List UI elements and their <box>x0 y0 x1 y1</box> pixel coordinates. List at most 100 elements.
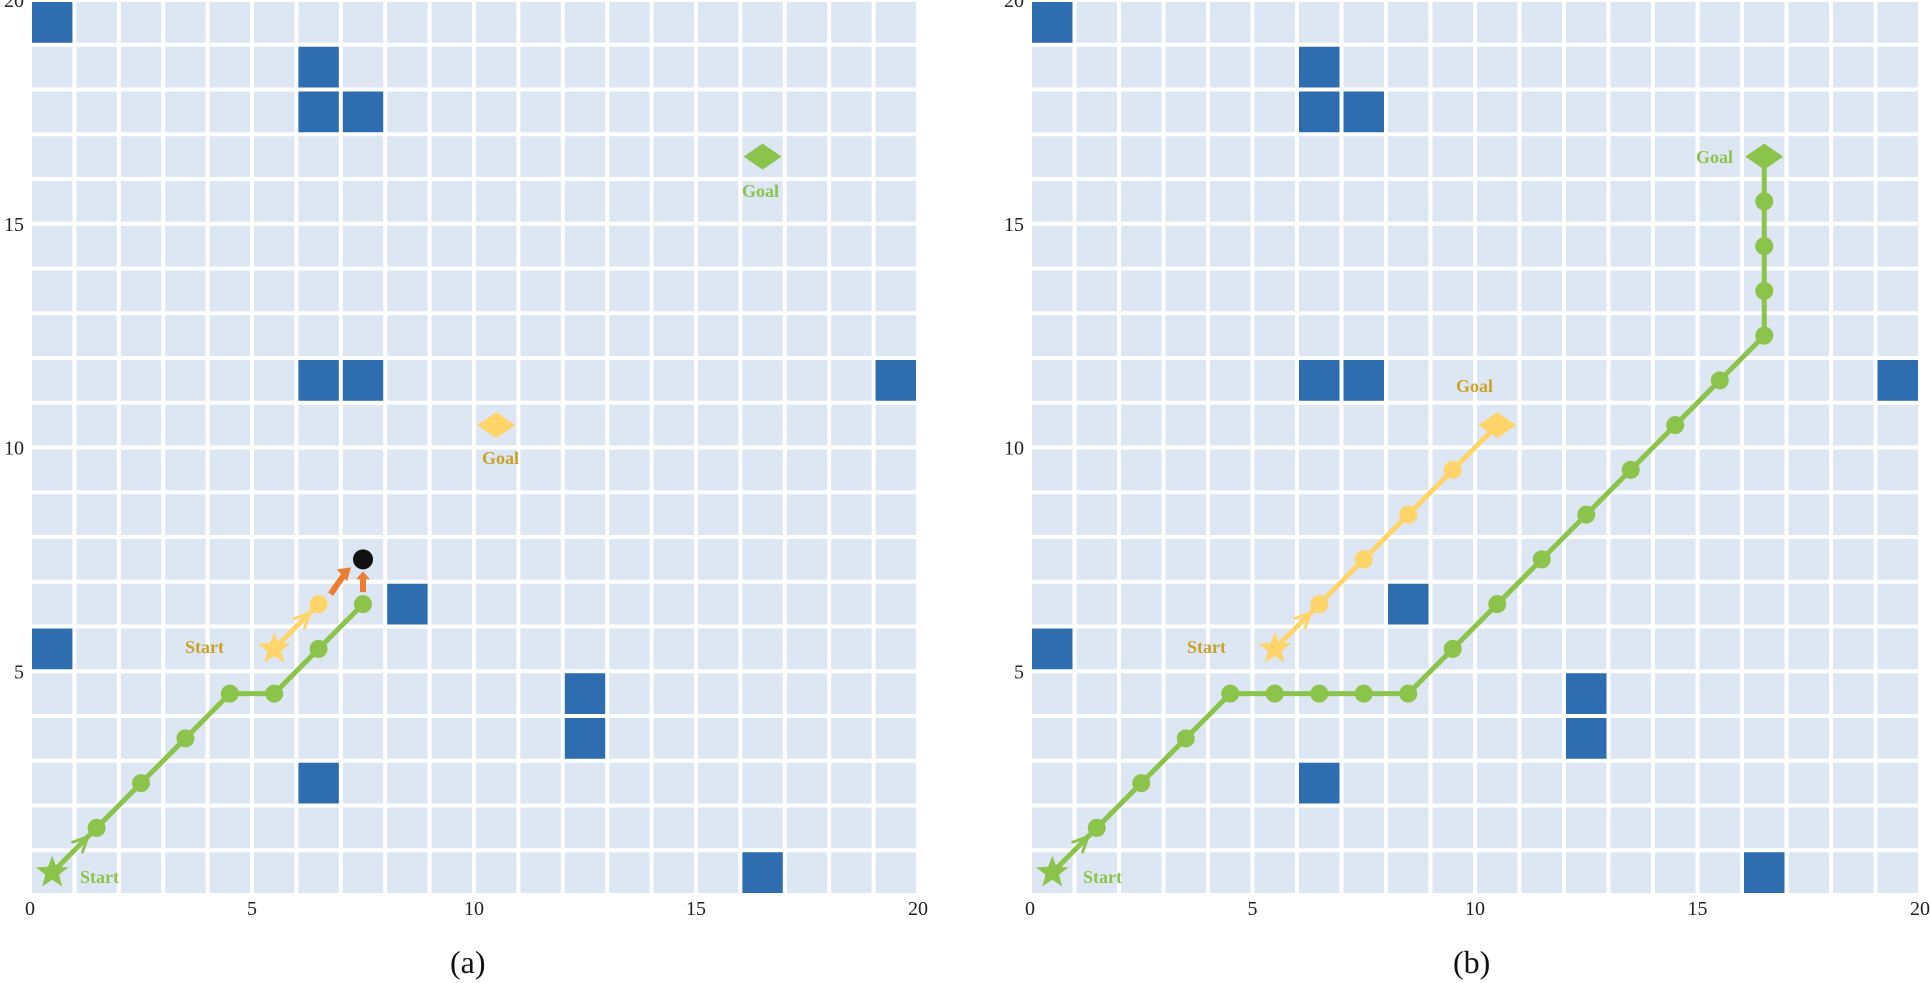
grid-cell <box>787 450 827 491</box>
grid-cell <box>1611 718 1652 759</box>
grid-cell <box>210 808 250 849</box>
grid-cell <box>654 584 694 625</box>
grid-cell <box>432 226 472 267</box>
grid-cell <box>1255 718 1296 759</box>
grid-cell <box>1789 271 1830 312</box>
grid-cell <box>298 136 338 177</box>
grid-cell <box>1878 271 1919 312</box>
obstacle-cell <box>1878 360 1919 401</box>
grid-cell <box>32 673 72 714</box>
grid-cell <box>1077 181 1118 222</box>
grid-cell <box>1433 226 1474 267</box>
grid-cell <box>742 450 782 491</box>
grid-cell <box>1344 629 1385 670</box>
grid-cell <box>210 181 250 222</box>
grid-cell <box>520 450 560 491</box>
grid-cell <box>1655 2 1696 43</box>
obstacle-cell <box>565 718 605 759</box>
grid-cell <box>1611 405 1652 446</box>
grid-cell <box>1744 718 1785 759</box>
grid-cell <box>1833 136 1874 177</box>
grid-cell <box>1833 450 1874 491</box>
grid-cell <box>787 226 827 267</box>
grid-cell <box>1477 539 1518 580</box>
grid-cell <box>520 852 560 893</box>
x-tick-label: 15 <box>686 898 706 920</box>
grid-cell <box>210 136 250 177</box>
grid-cell <box>32 181 72 222</box>
obstacle-cell <box>298 360 338 401</box>
grid-cell <box>1522 405 1563 446</box>
grid-cell <box>1789 629 1830 670</box>
grid-cell <box>1255 360 1296 401</box>
grid-cell <box>1655 629 1696 670</box>
green-waypoint <box>1177 729 1195 747</box>
grid-cell <box>432 271 472 312</box>
grid-cell <box>1611 629 1652 670</box>
grid-cell <box>476 92 516 133</box>
grid-cell <box>298 808 338 849</box>
grid-cell <box>1833 718 1874 759</box>
green-waypoint <box>1488 595 1506 613</box>
grid-cell <box>121 629 161 670</box>
grid-cell <box>698 181 738 222</box>
green-waypoint <box>1266 685 1284 703</box>
grid-cell <box>1522 2 1563 43</box>
grid-cell <box>876 852 916 893</box>
obstacle-cell <box>387 584 427 625</box>
grid-cell <box>1878 450 1919 491</box>
grid-cell <box>254 181 294 222</box>
grid-cell <box>565 450 605 491</box>
yellow-waypoint <box>1444 461 1462 479</box>
grid-cell <box>1121 315 1162 356</box>
grid-cell <box>476 136 516 177</box>
green-waypoint <box>1755 282 1773 300</box>
grid-cell <box>1032 673 1073 714</box>
grid-cell <box>1789 584 1830 625</box>
grid-cell <box>254 226 294 267</box>
grid-cell <box>654 450 694 491</box>
grid-cell <box>32 136 72 177</box>
grid-cell <box>1077 136 1118 177</box>
grid-cell <box>520 226 560 267</box>
grid-cell <box>476 673 516 714</box>
grid-cell <box>1566 808 1607 849</box>
obstacle-cell <box>1344 360 1385 401</box>
grid-cell <box>1655 539 1696 580</box>
grid-cell <box>387 181 427 222</box>
grid-cell <box>76 673 116 714</box>
grid-cell <box>609 673 649 714</box>
grid-cell <box>387 47 427 88</box>
grid-cell <box>787 271 827 312</box>
grid-cell <box>1344 181 1385 222</box>
grid-cell <box>1878 405 1919 446</box>
grid-cell <box>1077 360 1118 401</box>
grid-cell <box>609 315 649 356</box>
grid-cell <box>1210 226 1251 267</box>
grid-cell <box>476 2 516 43</box>
grid-cell <box>742 92 782 133</box>
grid-cell <box>742 539 782 580</box>
grid-cell <box>1121 718 1162 759</box>
grid-cell <box>876 584 916 625</box>
grid-cell <box>1255 405 1296 446</box>
grid-cell <box>698 405 738 446</box>
grid-cell <box>476 629 516 670</box>
grid-cell <box>1255 136 1296 177</box>
grid-cell <box>609 136 649 177</box>
grid-cell <box>298 271 338 312</box>
grid-cell <box>343 2 383 43</box>
grid-cell <box>165 405 205 446</box>
x-tick-label: 20 <box>1910 898 1930 920</box>
grid-cell <box>831 271 871 312</box>
grid-cell <box>698 2 738 43</box>
grid-cell <box>387 2 427 43</box>
grid-cell <box>1388 92 1429 133</box>
grid-cell <box>1477 226 1518 267</box>
grid-cell <box>1210 494 1251 535</box>
grid-cell <box>1299 450 1340 491</box>
grid-cell <box>121 360 161 401</box>
grid-cell <box>1433 808 1474 849</box>
grid-cell <box>32 450 72 491</box>
grid-cell <box>1611 808 1652 849</box>
